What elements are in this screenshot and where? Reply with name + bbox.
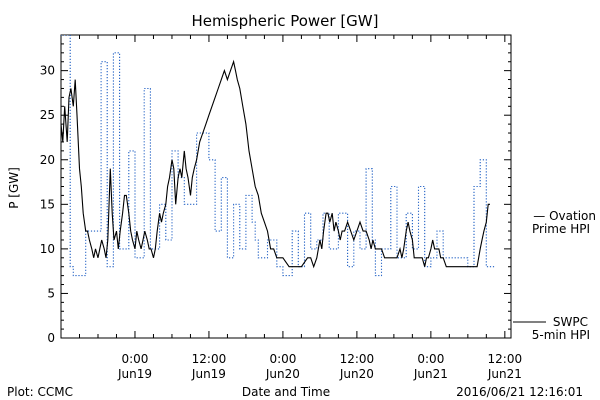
x-axis-label: Date and Time (242, 385, 330, 399)
legend-ovation-line2: Prime HPI (532, 222, 590, 236)
y-tick-label: 20 (40, 153, 55, 167)
legend-ovation-line1: — Ovation (533, 209, 596, 223)
y-tick-label: 30 (40, 64, 55, 78)
plot-credit: Plot: CCMC (7, 385, 73, 399)
x-tick-label-date: Jun21 (413, 367, 448, 381)
x-tick-label-date: Jun19 (191, 367, 226, 381)
legend-swpc-line2: 5-min HPI (532, 328, 590, 342)
y-axis-label: P [GW] (7, 167, 21, 209)
plot-frame (60, 34, 512, 339)
y-tick-label: 0 (47, 331, 55, 345)
series-swpc-5min-hpi-line (61, 59, 490, 269)
plot-timestamp: 2016/06/21 12:16:01 (456, 385, 583, 399)
x-tick-label-time: 0:00 (121, 352, 148, 366)
y-tick-label: 10 (40, 242, 55, 256)
x-tick-label-time: 0:00 (417, 352, 444, 366)
x-tick-label-time: 0:00 (269, 352, 296, 366)
x-tick-label-time: 12:00 (488, 352, 523, 366)
y-axis: 0 5 10 15 20 25 30 (40, 34, 511, 345)
chart-title: Hemispheric Power [GW] (192, 12, 379, 30)
y-tick-label: 15 (40, 197, 55, 211)
x-axis: 0:00Jun1912:00Jun190:00Jun2012:00Jun200:… (60, 35, 523, 381)
x-tick-label-date: Jun20 (339, 367, 374, 381)
y-tick-label: 5 (47, 286, 55, 300)
legend-swpc-line1: SWPC (553, 315, 588, 329)
x-tick-label-time: 12:00 (192, 352, 227, 366)
x-tick-label-date: Jun20 (265, 367, 300, 381)
legend-swpc: SWPC 5-min HPI (513, 315, 590, 342)
legend-ovation: — Ovation Prime HPI (532, 209, 596, 236)
series-ovation-prime-hpi-line (61, 35, 496, 277)
y-tick-label: 25 (40, 108, 55, 122)
x-tick-label-date: Jun19 (117, 367, 152, 381)
x-tick-label-time: 12:00 (340, 352, 375, 366)
x-tick-label-date: Jun21 (487, 367, 522, 381)
